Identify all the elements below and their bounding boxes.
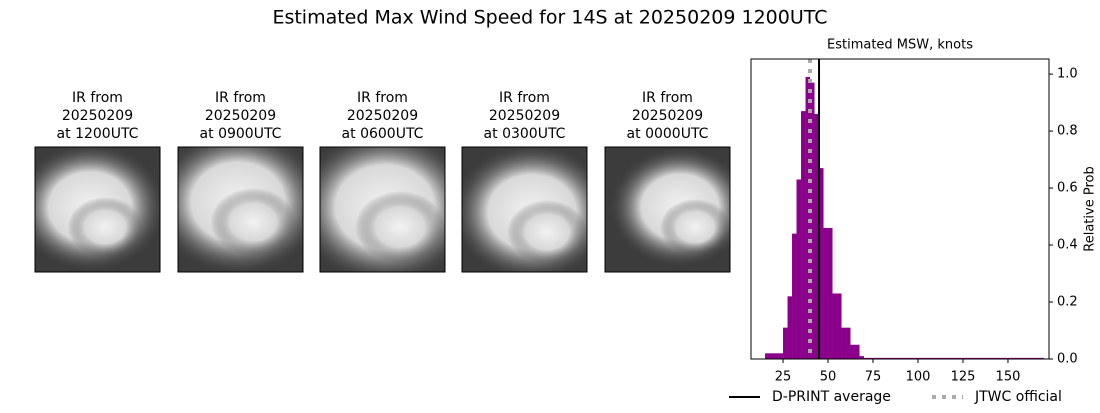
panel-title: 20250209 — [489, 108, 560, 124]
bar — [805, 76, 811, 359]
y-tick-label: 0.8 — [1057, 124, 1078, 139]
bar — [765, 353, 770, 359]
bar — [801, 111, 806, 359]
panel-title: IR from — [499, 90, 550, 106]
panel-title: at 0900UTC — [200, 126, 282, 142]
panel-frame — [34, 146, 161, 273]
bar — [774, 353, 779, 359]
panel-title: at 0000UTC — [627, 126, 709, 142]
x-tick-label: 125 — [951, 370, 976, 385]
bar — [823, 227, 829, 359]
panel-title: IR from — [642, 90, 693, 106]
panel-frame — [319, 146, 446, 273]
x-tick-label: 75 — [865, 370, 882, 385]
ir-cloud — [210, 188, 296, 256]
y-tick-label: 0.6 — [1057, 181, 1078, 196]
panel-title: at 0600UTC — [342, 126, 424, 142]
histogram-chart: Estimated MSW, knots 25 50 75 100 125 150 0.0 0.… — [729, 38, 1098, 405]
bar — [769, 353, 775, 359]
bar — [814, 113, 820, 360]
figure-title: Estimated Max Wind Speed for 14S at 2025… — [272, 7, 827, 29]
panel-title: at 1200UTC — [57, 126, 139, 142]
bar — [810, 82, 815, 359]
legend-label: D-PRINT average — [772, 389, 891, 405]
y-tick-label: 0.0 — [1057, 352, 1078, 367]
bar — [846, 327, 851, 359]
ir-image — [462, 147, 587, 272]
y-tick-label: 1.0 — [1057, 67, 1078, 82]
panel-title: 20250209 — [205, 108, 276, 124]
ir-image — [35, 147, 160, 272]
ir-cloud — [507, 200, 587, 264]
panel-title: 20250209 — [632, 108, 703, 124]
y-tick-label: 0.4 — [1057, 238, 1078, 253]
bar — [841, 327, 847, 359]
bar — [832, 293, 838, 359]
ir-cloud — [660, 199, 730, 255]
ir-cloud — [355, 191, 445, 263]
bar — [783, 327, 788, 359]
bar — [864, 357, 1044, 359]
ir-image — [178, 147, 303, 272]
bar — [778, 353, 784, 359]
y-tick-label: 0.2 — [1057, 295, 1078, 310]
panel-title: IR from — [215, 90, 266, 106]
bar — [828, 227, 833, 359]
bar — [850, 344, 856, 359]
x-tick-label: 100 — [906, 370, 931, 385]
panel-title: 20250209 — [347, 108, 418, 124]
x-tick-label: 25 — [775, 370, 792, 385]
panel-title: at 0300UTC — [484, 126, 566, 142]
ir-image — [605, 147, 730, 272]
panel-frame — [604, 146, 731, 273]
bar — [796, 179, 802, 359]
ir-cloud — [67, 197, 143, 257]
bar — [855, 344, 860, 359]
x-tick-label: 50 — [820, 370, 837, 385]
bar — [787, 296, 793, 359]
legend-label: JTWC official — [974, 389, 1062, 405]
bar — [837, 293, 842, 359]
ir-image — [320, 147, 445, 272]
bar — [792, 233, 797, 359]
panel-title: IR from — [72, 90, 123, 106]
y-axis-label: Relative Prob — [1083, 166, 1098, 251]
panel-frame — [177, 146, 304, 273]
panel-title: IR from — [357, 90, 408, 106]
bar — [819, 168, 824, 359]
panel-title: 20250209 — [62, 108, 133, 124]
x-tick-label: 150 — [996, 370, 1021, 385]
ir-panels: IR from 20250209 at 1200UTC IR from 20250209… — [34, 90, 731, 273]
axes-frame — [750, 58, 1050, 360]
panel-frame — [461, 146, 588, 273]
chart-title: Estimated MSW, knots — [827, 38, 973, 53]
bar — [859, 356, 865, 359]
